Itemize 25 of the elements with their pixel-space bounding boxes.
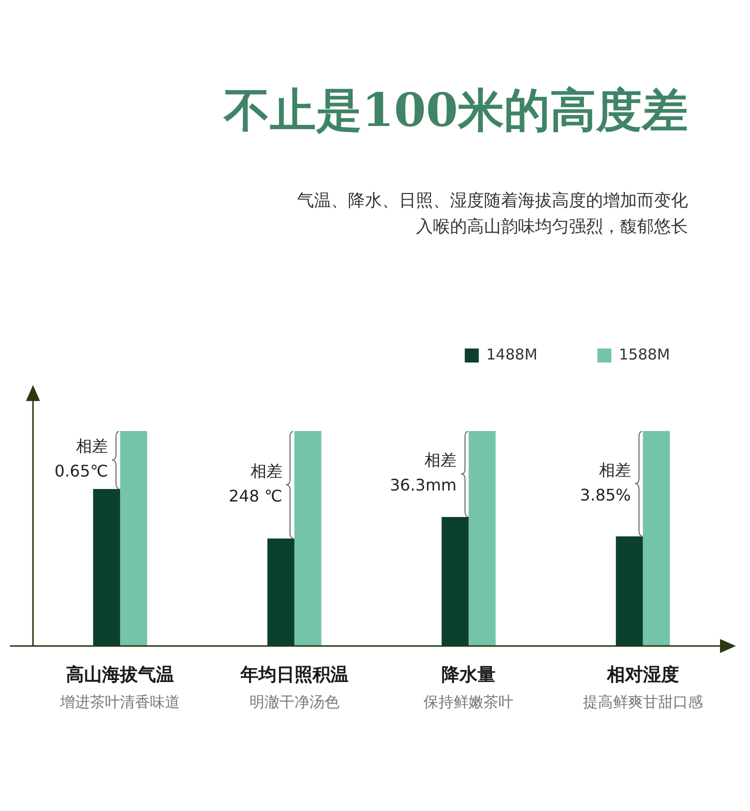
bar [442,517,469,646]
text: 保持鲜嫩茶叶 [424,692,514,711]
annotation: 相差 248 ℃ [228,461,282,506]
bar [468,431,496,646]
bar [267,538,294,646]
annotation: 相差 0.65℃ [54,436,108,481]
legend-label: 1588M [618,345,670,364]
x-tick-label: 相对湿度 [606,664,679,686]
annotation: 相差 3.85% [580,460,631,504]
chart-title: 不止是100米的高度差 [224,82,688,139]
bar [120,431,148,646]
bar [616,536,643,646]
bar [93,489,120,646]
text: 提高鲜爽甘甜口感 [582,692,703,711]
x-tick-label: 降水量 [442,664,496,686]
bar [642,431,670,646]
text: 入喉的高山韵味均匀强烈，馥郁悠长 [415,216,688,239]
annotation: 相差 36.3mm [390,450,457,495]
text: 增进茶叶清香味道 [59,692,180,711]
bar [294,431,322,646]
text: 明澈干净汤色 [249,692,340,711]
x-tick-label: 年均日照积温 [239,664,348,686]
x-tick-label: 高山海拔气温 [66,664,174,686]
chart-subtitle: 气温、降水、日照、湿度随着海拔高度的增加而变化 [297,190,688,213]
legend-label: 1488M [486,345,538,364]
